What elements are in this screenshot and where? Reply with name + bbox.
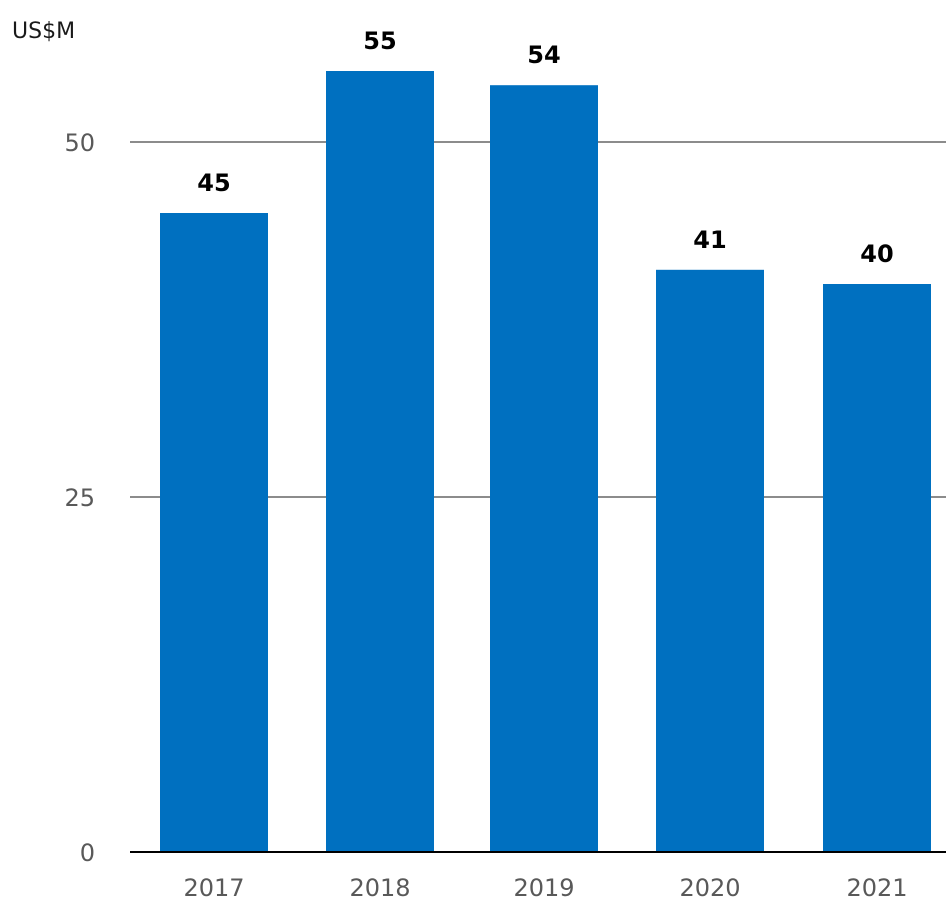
x-tick-label-2021: 2021 — [846, 874, 907, 902]
data-label-2021: 40 — [860, 240, 893, 268]
y-tick-label: 0 — [80, 839, 95, 867]
x-tick-label-2020: 2020 — [679, 874, 740, 902]
y-tick-label: 50 — [64, 129, 95, 157]
x-axis-ticks: 2017 2018 2019 2020 2021 — [183, 874, 907, 902]
data-label-2019: 54 — [527, 41, 560, 69]
x-tick-label-2018: 2018 — [349, 874, 410, 902]
data-label-2017: 45 — [197, 169, 230, 197]
data-label-2018: 55 — [363, 27, 396, 55]
bar-2019 — [490, 85, 598, 852]
data-labels: 45 55 54 41 40 — [197, 27, 893, 268]
y-axis-ticks: 0 25 50 — [64, 129, 95, 867]
y-unit-label: US$M — [12, 19, 75, 44]
bars — [160, 71, 931, 852]
x-tick-label-2019: 2019 — [513, 874, 574, 902]
data-label-2020: 41 — [693, 226, 726, 254]
bar-2018 — [326, 71, 434, 852]
bar-2020 — [656, 269, 764, 852]
bar-2021 — [823, 284, 931, 852]
bar-2017 — [160, 213, 268, 852]
y-tick-label: 25 — [64, 484, 95, 512]
x-tick-label-2017: 2017 — [183, 874, 244, 902]
